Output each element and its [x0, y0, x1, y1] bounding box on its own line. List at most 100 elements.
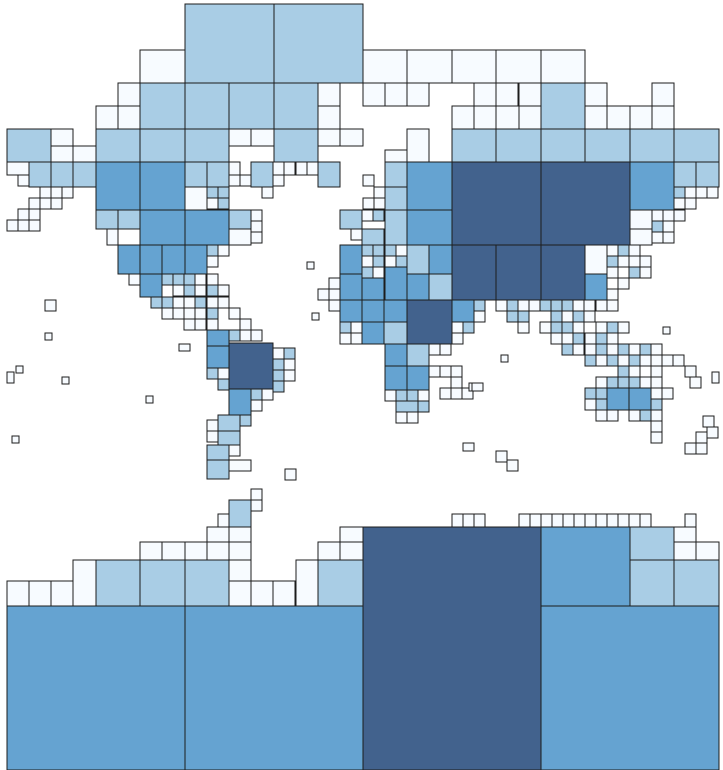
map-cell	[606, 513, 619, 528]
map-cell	[372, 209, 385, 222]
map-cell	[184, 128, 230, 163]
map-cell	[206, 197, 219, 210]
map-cell	[17, 208, 30, 221]
map-cell	[662, 209, 675, 222]
map-cell	[183, 307, 196, 320]
map-cell	[540, 244, 586, 301]
map-cell	[106, 228, 119, 246]
map-cell	[651, 209, 664, 222]
map-cell	[362, 526, 542, 770]
map-cell	[462, 321, 475, 334]
map-cell	[50, 128, 74, 147]
map-cell	[384, 149, 408, 163]
map-cell	[273, 82, 319, 130]
map-cell	[639, 266, 652, 279]
map-cell	[339, 244, 363, 275]
map-cell	[695, 541, 720, 561]
map-cell	[6, 580, 30, 607]
map-cell	[406, 411, 419, 424]
map-cell	[450, 387, 463, 400]
map-cell	[572, 343, 585, 356]
map-cell	[495, 105, 520, 130]
map-cell	[250, 399, 263, 412]
map-cell	[50, 145, 74, 163]
map-cell	[206, 161, 230, 188]
map-cell	[584, 82, 608, 107]
map-cell	[406, 273, 430, 301]
map-cell	[650, 387, 663, 400]
map-cell	[606, 255, 619, 268]
map-cell	[606, 321, 619, 334]
map-cell	[461, 387, 474, 400]
map-cell	[206, 444, 230, 461]
map-cell	[495, 450, 508, 463]
map-cell	[328, 299, 341, 312]
map-cell	[239, 329, 252, 342]
map-cell	[617, 244, 630, 257]
map-cell	[295, 161, 308, 176]
map-cell	[306, 261, 315, 270]
map-cell	[650, 409, 663, 422]
map-cell	[595, 513, 608, 528]
map-cell	[572, 299, 585, 312]
map-cell	[539, 299, 552, 312]
map-cell	[184, 186, 208, 211]
map-cell	[495, 244, 542, 301]
map-cell	[473, 310, 486, 323]
map-cell	[384, 343, 408, 367]
map-cell	[639, 255, 652, 268]
map-cell	[495, 128, 542, 163]
map-cell	[217, 186, 230, 199]
map-cell	[206, 329, 230, 347]
map-cell	[471, 382, 484, 392]
map-cell	[228, 161, 241, 176]
map-cell	[6, 219, 19, 232]
map-cell	[228, 307, 241, 320]
map-cell	[250, 580, 274, 607]
map-cell	[28, 197, 41, 210]
map-cell	[451, 49, 497, 84]
map-cell	[673, 161, 697, 188]
map-cell	[595, 343, 608, 356]
map-cell	[506, 459, 519, 472]
map-cell	[272, 347, 285, 360]
map-cell	[228, 342, 274, 390]
map-cell	[17, 174, 30, 187]
map-cell	[194, 307, 207, 320]
map-cell	[306, 161, 319, 176]
map-cell	[384, 244, 397, 257]
map-cell	[528, 299, 541, 312]
map-cell	[184, 161, 208, 188]
map-cell	[178, 343, 191, 352]
map-cell	[684, 513, 697, 528]
map-cell	[272, 580, 296, 607]
map-cell	[273, 128, 319, 163]
map-cell	[206, 186, 219, 199]
map-cell	[584, 273, 608, 301]
map-cell	[362, 174, 375, 187]
map-cell	[711, 371, 720, 384]
map-cell	[350, 321, 363, 334]
map-cell	[673, 186, 686, 199]
map-cell	[95, 161, 141, 211]
map-cell	[339, 321, 352, 334]
map-cell	[384, 161, 408, 188]
map-cell	[228, 388, 252, 416]
map-cell	[439, 365, 452, 378]
map-cell	[650, 343, 663, 356]
map-cell	[462, 442, 475, 452]
map-cell	[283, 369, 296, 382]
map-cell	[50, 580, 74, 607]
map-cell	[228, 459, 252, 472]
map-cell	[206, 284, 219, 297]
map-cell	[439, 387, 452, 400]
map-cell	[617, 513, 630, 528]
map-cell	[551, 513, 564, 528]
map-cell	[372, 266, 385, 279]
map-cell	[206, 345, 230, 369]
map-cell	[172, 307, 185, 320]
map-cell	[95, 209, 119, 230]
map-cell	[128, 273, 141, 286]
map-cell	[706, 426, 719, 439]
map-cell	[206, 459, 230, 480]
